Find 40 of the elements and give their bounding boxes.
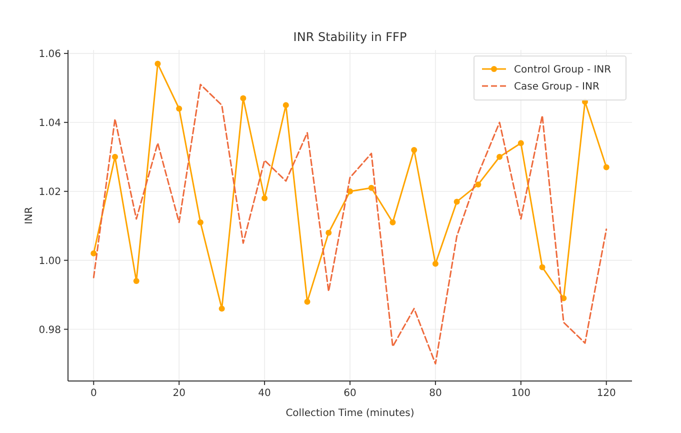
x-tick-label: 0	[90, 388, 97, 399]
y-tick-label: 1.02	[38, 186, 61, 198]
point	[197, 219, 204, 226]
x-axis-title: Collection Time (minutes)	[286, 408, 414, 419]
x-tick-label: 120	[596, 388, 616, 399]
line-series	[92, 84, 608, 365]
point	[390, 219, 396, 226]
point	[454, 198, 460, 205]
x-tick-label: 60	[344, 388, 356, 399]
point	[154, 60, 161, 67]
legend-label: Control Group - INR	[514, 64, 612, 76]
point	[432, 260, 438, 267]
y-tick-label: 1.04	[38, 118, 61, 129]
x-tick-label: 80	[429, 388, 442, 399]
y-tick-label: 0.98	[38, 324, 61, 336]
x-tick-label: 40	[258, 388, 271, 399]
y-tick-label: 1.00	[38, 256, 61, 267]
point	[176, 106, 182, 112]
x-tick-label: 100	[511, 388, 530, 399]
point	[133, 278, 140, 284]
point	[539, 264, 546, 270]
point	[304, 298, 310, 305]
point	[368, 184, 374, 191]
point	[518, 140, 524, 146]
point	[326, 230, 332, 236]
point	[282, 102, 289, 108]
point	[475, 181, 482, 188]
point	[218, 306, 225, 312]
point	[90, 250, 97, 256]
legend-label: Case Group - INR	[514, 82, 600, 92]
y-tick-label: 1.06	[38, 48, 61, 60]
point	[112, 154, 118, 160]
point	[603, 164, 610, 170]
point	[240, 95, 246, 102]
y-axis-title: INR	[24, 206, 35, 224]
x-tick-label: 20	[172, 388, 186, 399]
point	[411, 146, 418, 153]
point	[262, 195, 268, 202]
point	[496, 154, 503, 160]
chart-title: INR Stability in FFP	[293, 30, 407, 44]
